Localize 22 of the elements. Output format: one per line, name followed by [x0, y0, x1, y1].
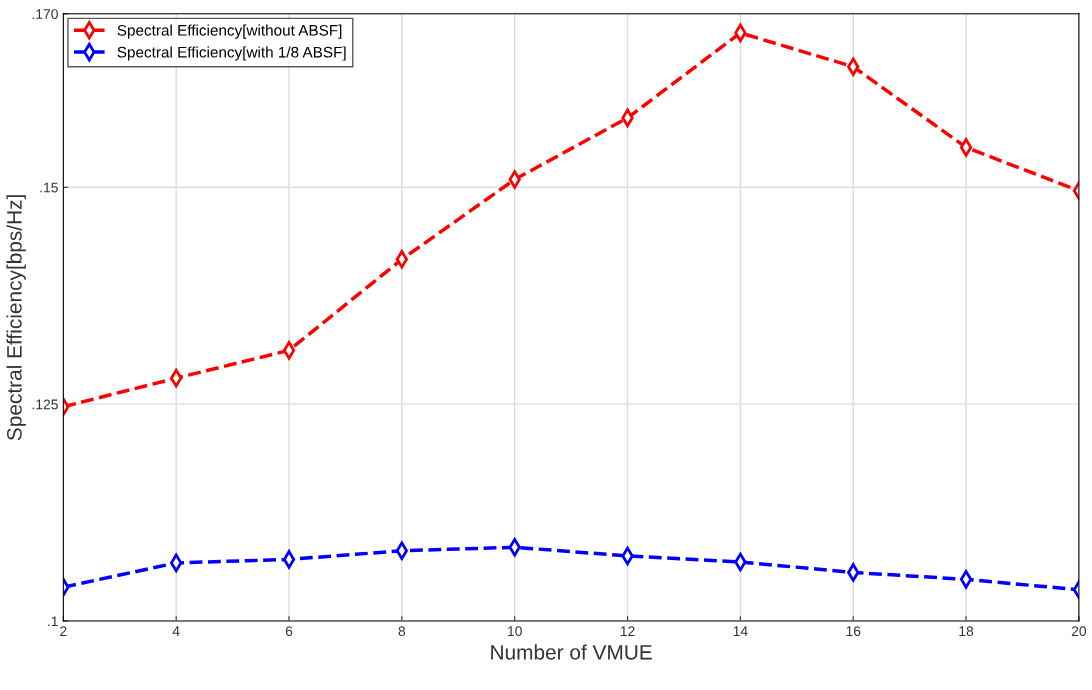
- x-axis-title: Number of VMUE: [491, 644, 652, 660]
- point: [959, 570, 973, 589]
- point: [282, 341, 296, 360]
- x-tick-label: 4: [172, 626, 180, 636]
- x-tick-label: 6: [285, 626, 293, 637]
- y-tick-label: .15: [40, 182, 58, 193]
- point: [959, 138, 973, 157]
- legend-label: Spectral Efficiency[with 1/8 ABSF]: [117, 46, 346, 61]
- point: [282, 550, 296, 569]
- x-tick-label: 2: [60, 626, 67, 636]
- x-tick-label: 8: [398, 626, 406, 637]
- x-tick-label: 10: [508, 626, 522, 637]
- x-tick-label: 20: [1071, 626, 1087, 637]
- x-tick-label: 14: [733, 626, 748, 636]
- y-axis-title: Spectral Efficiency[bps/Hz]: [6, 195, 26, 441]
- x-tick-label: 16: [846, 626, 861, 637]
- y-tick-label: .125: [32, 399, 58, 410]
- legend-label: Spectral Efficiency[without ABSF]: [117, 24, 342, 39]
- x-tick-label: 12: [620, 626, 635, 636]
- x-tick-label: 18: [959, 626, 974, 637]
- y-tick-label: .1: [48, 616, 58, 627]
- y-tick-label: .170: [32, 9, 58, 19]
